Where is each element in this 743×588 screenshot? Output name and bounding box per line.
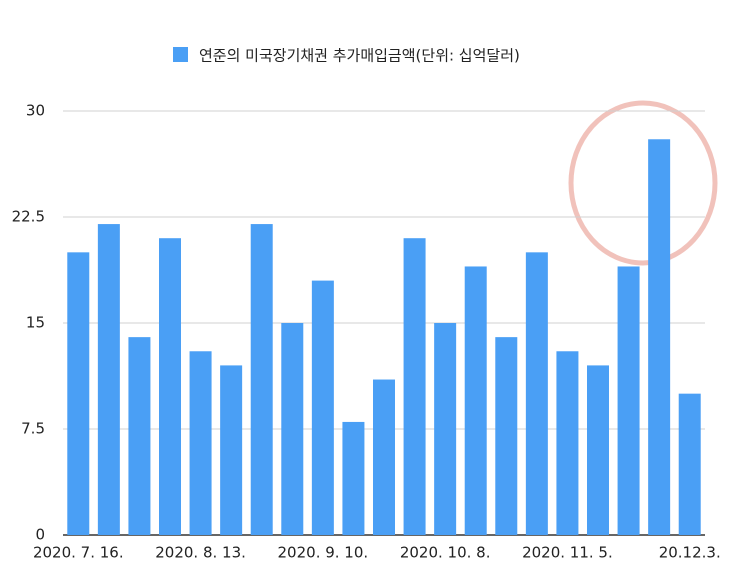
y-tick-label: 7.5 — [21, 420, 45, 438]
x-tick-label: 2020. 11. 5. — [522, 544, 613, 562]
bar — [128, 337, 151, 535]
bar — [556, 351, 579, 535]
bar — [159, 238, 181, 535]
bar — [311, 280, 334, 535]
bar — [281, 323, 304, 535]
x-tick-label: 2020. 9. 10. — [278, 544, 369, 562]
legend-label: 연준의 미국장기채권 추가매입금액(단위: 십억달러) — [199, 47, 520, 65]
y-tick-label: 15 — [26, 314, 45, 332]
x-tick-label: 2020. 8. 13. — [155, 544, 246, 562]
bar — [678, 393, 701, 535]
y-tick-label: 30 — [26, 102, 45, 120]
bar — [525, 252, 548, 536]
legend-swatch — [173, 47, 188, 62]
x-tick-label: 2020. 10. 8. — [400, 544, 491, 562]
y-tick-label: 0 — [35, 526, 45, 544]
bar — [373, 379, 395, 535]
x-tick-label: 2020. 7. 16. — [33, 544, 124, 562]
bar — [342, 421, 365, 535]
bar — [189, 351, 212, 535]
y-tick-label: 22.5 — [12, 208, 45, 226]
bar — [403, 238, 426, 535]
bar — [587, 365, 609, 535]
bar — [464, 266, 487, 535]
bar — [250, 224, 273, 536]
bar — [434, 323, 457, 535]
bar — [97, 224, 120, 536]
annotation-circle — [568, 100, 718, 266]
bar — [648, 139, 671, 535]
bar — [495, 337, 518, 535]
bar — [617, 266, 640, 535]
bar — [67, 252, 90, 536]
x-tick-label: 20.12.3. — [659, 544, 721, 562]
bar — [220, 365, 243, 535]
